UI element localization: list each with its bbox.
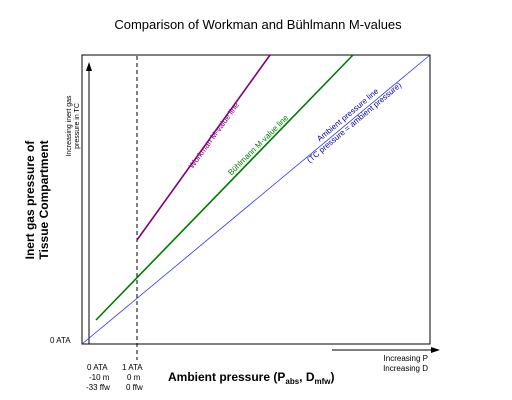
x-label-sub-mfw: mfw [315, 377, 332, 386]
y-axis-label: Inert gas pressure of Tissue Compartment [23, 140, 51, 260]
x-tick-0: 0 ATA -10 m -33 ffw [86, 363, 110, 392]
ambient-line-label: Ambient pressure line (TC pressure = amb… [305, 80, 403, 164]
y-axis-note-1: Increasing inert gas [66, 95, 73, 157]
ambient-line-label-2: (TC pressure = ambient pressure) [305, 80, 403, 164]
y-origin-label: 0 ATA [50, 336, 71, 345]
y-axis-label-1: Inert gas pressure of [23, 140, 37, 260]
workman-line-label: Workman M-value line [187, 100, 241, 170]
x-axis-label: Ambient pressure (Pabs, Dmfw) [168, 370, 335, 386]
buhlmann-line-label: Bühlmann M-value line [226, 113, 290, 177]
x-axis-arrow [332, 347, 440, 353]
x-tick-1-line-2: 0 m [127, 373, 141, 382]
x-label-sep: , D [299, 370, 315, 384]
ambient-pressure-line [81, 54, 431, 345]
x-tick-1: 1 ATA 0 m 0 ffw [122, 363, 143, 392]
x-tick-1-line-3: 0 ffw [126, 383, 143, 392]
x-tick-0-line-2: -10 m [89, 373, 110, 382]
buhlmann-m-value-line [95, 54, 354, 321]
y-axis-arrow-note: Increasing inert gas pressure in TC [66, 95, 81, 157]
workman-m-value-line [136, 54, 271, 241]
x-tick-0-line-3: -33 ffw [86, 383, 110, 392]
x-axis-note-1: Increasing P [384, 354, 428, 363]
x-label-main: Ambient pressure (P [168, 370, 285, 384]
ambient-line-label-1: Ambient pressure line [315, 86, 380, 143]
x-axis-note-2: Increasing D [383, 364, 428, 373]
x-label-close: ) [331, 370, 335, 384]
plot-frame [81, 54, 431, 345]
x-tick-0-line-1: 0 ATA [87, 363, 108, 372]
y-axis-label-2: Tissue Compartment [37, 140, 51, 259]
diagram-title: Comparison of Workman and Bühlmann M-val… [114, 17, 402, 32]
x-label-sub-abs: abs [285, 377, 299, 386]
x-tick-1-line-1: 1 ATA [122, 363, 143, 372]
y-axis-note-2: pressure in TC [74, 103, 81, 149]
y-axis-arrow [86, 62, 92, 344]
